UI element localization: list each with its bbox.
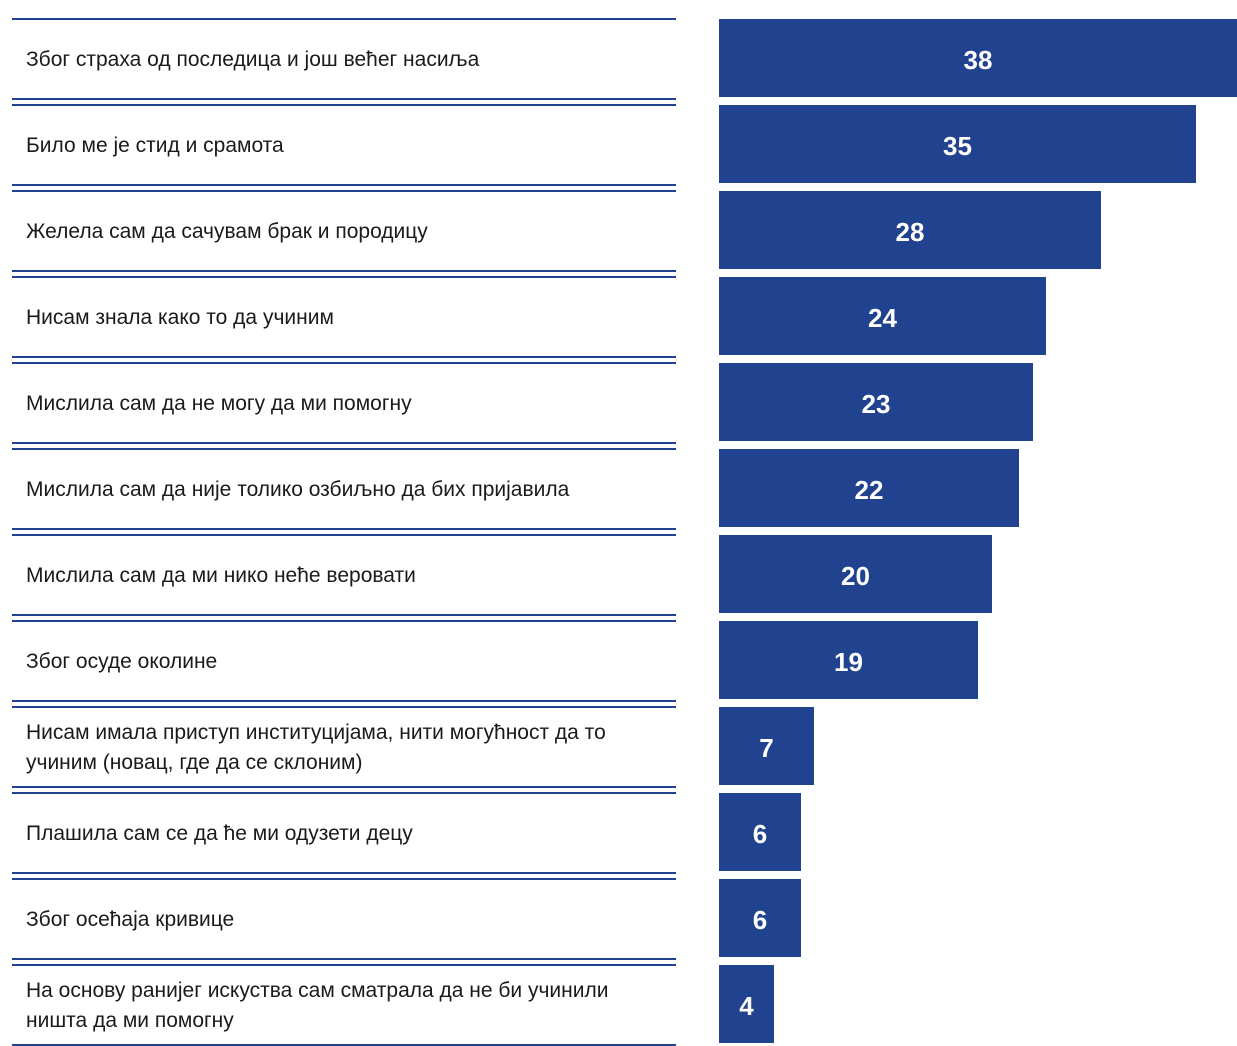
bar-value-label: 28 [895,216,925,247]
bar [719,363,1033,441]
row-rule-bottom [12,528,676,530]
bar [719,879,801,957]
bar-value-label: 7 [759,732,774,763]
row-rule-top [12,878,676,880]
row-rule-bottom [12,700,676,702]
bar-value-label: 24 [868,302,897,333]
bar-value-label: 20 [841,560,870,591]
bar-value-label: 38 [963,44,993,75]
category-label: Желела сам да сачувам брак и породицу [26,220,428,243]
row-rule-top [12,620,676,622]
category-label: Због страха од последица и још већег нас… [26,48,480,71]
bar [719,191,1101,269]
category-label: Због осуде околине [26,650,218,673]
row-rule-top [12,190,676,192]
bar [719,965,774,1043]
category-label: Нисам знала како то да учиним [26,306,334,329]
row-rule-bottom [12,614,676,616]
row-rule-top [12,18,676,20]
bar-value-label: 23 [861,388,891,419]
bar [719,535,992,613]
category-label: Мислила сам да ми нико неће веровати [26,564,416,587]
row-rule-top [12,104,676,106]
row-rule-top [12,534,676,536]
bar-value-label: 19 [834,646,863,677]
category-label: Плашила сам се да ће ми одузети децу [26,822,413,845]
row-rule-top [12,362,676,364]
row-rule-bottom [12,786,676,788]
category-label: На основу ранијег искуства сам сматрала … [26,979,609,1032]
bar [719,621,978,699]
category-label: Било ме је стид и срамота [26,134,284,157]
bar-value-label: 35 [943,130,972,161]
bar-value-label: 22 [854,474,884,505]
row-rule-bottom [12,356,676,358]
bar [719,105,1196,183]
bar-value-label: 6 [752,818,768,849]
bar [719,793,801,871]
bar [719,277,1046,355]
bar [719,19,1237,97]
bar-value-label: 6 [752,904,768,935]
row-rule-top [12,964,676,966]
row-rule-bottom [12,958,676,960]
row-rule-bottom [12,442,676,444]
row-rule-top [12,792,676,794]
bar [719,449,1019,527]
row-rule-bottom [12,270,676,272]
row-rule-bottom [12,184,676,186]
row-rule-top [12,276,676,278]
bar [719,707,814,785]
category-label: Мислила сам да не могу да ми помогну [26,392,412,415]
category-label: Мислила сам да није толико озбиљно да би… [26,478,570,501]
row-rule-bottom [12,872,676,874]
category-label: Нисам имала приступ институцијама, нити … [26,721,606,774]
category-label: Због осећаја кривице [26,908,235,931]
bar-value-label: 4 [739,990,754,1021]
row-rule-top [12,706,676,708]
row-rule-top [12,448,676,450]
row-rule-bottom [12,98,676,100]
